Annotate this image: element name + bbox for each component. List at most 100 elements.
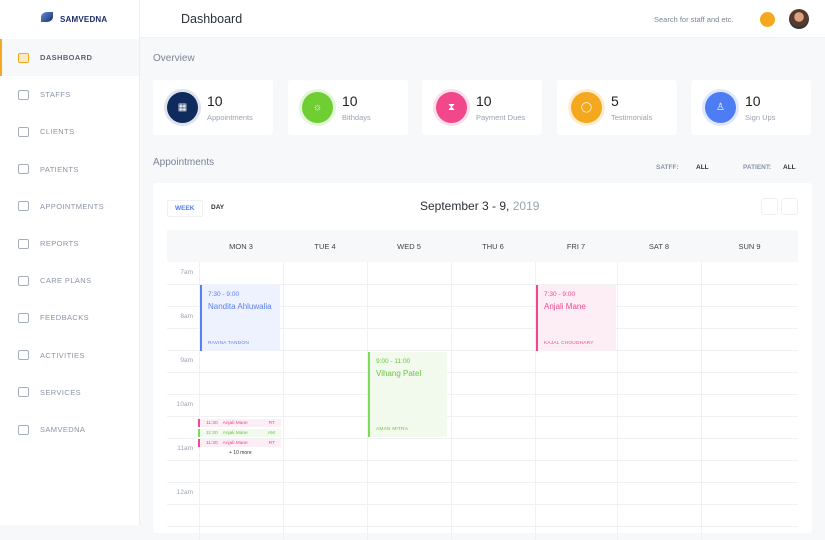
patient-filter[interactable]: ALL [783, 164, 796, 171]
event-time: 7:30 - 9:00 [208, 291, 240, 298]
user-icon: ♙ [705, 92, 736, 123]
stat-card-payment-dues[interactable]: ⧗ 10 Payment Dues [422, 80, 542, 135]
appointment-event[interactable]: 7:30 - 9:00 Nandita Ahluwalia RAVINA TANDO… [200, 285, 280, 351]
mini-event[interactable]: 11:30 Anjali Mane RT [198, 419, 281, 427]
sidebar-item-clients[interactable]: CLIENTS [0, 113, 139, 150]
sidebar-item-samvedna[interactable]: SAMVEDNA [0, 411, 139, 448]
map-icon [18, 275, 29, 286]
calendar-icon: ▦ [167, 92, 198, 123]
document-icon [18, 238, 29, 249]
sidebar-item-feedbacks[interactable]: FEEDBACKS [0, 299, 139, 336]
stat-card-sign-ups[interactable]: ♙ 10 Sign Ups [691, 80, 811, 135]
sun-icon: ☼ [302, 92, 333, 123]
staff-filter[interactable]: ALL [696, 164, 709, 171]
event-patient: Vihang Patel [376, 369, 422, 378]
time-label: 10am [176, 401, 193, 408]
stat-label: Testimonials [611, 113, 653, 122]
appointments-title: Appointments [153, 157, 215, 168]
time-label: 9am [180, 357, 193, 364]
range-year: 2019 [512, 199, 540, 213]
staff-filter-label: SATFF: [656, 164, 679, 171]
stat-card-bithdays[interactable]: ☼ 10 Bithdays [288, 80, 408, 135]
day-header: SAT 8 [648, 242, 670, 251]
mini-event-tag: RT [268, 420, 275, 426]
sidebar-item-activities[interactable]: ACTIVITIES [0, 337, 139, 374]
tab-week[interactable]: WEEK [167, 200, 203, 217]
grid-row-line [167, 306, 798, 307]
mini-event-name: Anjali Mane [222, 420, 248, 426]
stat-card-testimonials[interactable]: ◯ 5 Testimonials [557, 80, 677, 135]
chat-bubble-icon: ◯ [571, 92, 602, 123]
chat-bubble-icon [18, 312, 29, 323]
mini-event-time: 11:30 [206, 430, 218, 436]
mini-event[interactable]: 11:30 Anjali Mane AM [198, 429, 281, 437]
mini-event-tag: RT [268, 440, 275, 446]
store-icon [18, 387, 29, 398]
time-label: 12am [176, 489, 193, 496]
sidebar-item-label: CARE PLANS [40, 276, 92, 286]
more-events-link[interactable]: + 10 more [229, 450, 252, 456]
notification-dot-icon[interactable] [760, 12, 775, 27]
grid-row-line [167, 460, 798, 461]
sidebar-item-label: SERVICES [40, 387, 81, 397]
sidebar-item-label: SAMVEDNA [40, 425, 86, 434]
event-staff: AMAN MITRA [376, 427, 409, 432]
mini-event[interactable]: 11:30 Anjali Mane RT [198, 439, 281, 447]
grid-column-line [617, 262, 618, 540]
grid-column-line [701, 262, 702, 540]
stat-value: 10 [476, 93, 492, 109]
grid-row-line [167, 372, 798, 373]
top-header: Dashboard Search for staff and etc. [140, 0, 825, 38]
day-header: TUE 4 [314, 242, 336, 251]
time-label: 7am [180, 269, 193, 276]
stat-label: Sign Ups [745, 113, 776, 122]
next-week-button[interactable] [781, 198, 798, 215]
stat-value: 10 [207, 93, 223, 109]
search-input[interactable]: Search for staff and etc. [654, 15, 734, 24]
calendar: WEEK DAY September 3 - 9, 2019 MON 3 TUE … [153, 183, 812, 540]
mini-event-name: Anjali Mane [222, 430, 248, 436]
tab-day[interactable]: DAY [211, 204, 225, 211]
sidebar-item-reports[interactable]: REPORTS [0, 225, 139, 262]
sidebar-item-patients[interactable]: PATIENTS [0, 151, 139, 188]
sidebar-item-label: STAFFS [40, 90, 71, 100]
grid-row-line [167, 438, 798, 439]
sidebar-item-services[interactable]: SERVICES [0, 374, 139, 411]
avatar[interactable] [789, 9, 809, 29]
appointment-event[interactable]: 9:00 - 11:00 Vihang Patel AMAN MITRA [368, 352, 447, 437]
time-label: 8am [180, 313, 193, 320]
range-text: September 3 - 9, [420, 199, 510, 213]
prev-week-button[interactable] [761, 198, 778, 215]
briefcase-icon [18, 424, 29, 435]
grid-column-line [451, 262, 452, 540]
overview-title: Overview [153, 53, 195, 64]
grid-column-line [535, 262, 536, 540]
day-header: FRI 7 [566, 242, 586, 251]
calendar-icon [18, 201, 29, 212]
sidebar-item-staffs[interactable]: STAFFS [0, 76, 139, 113]
hourglass-icon: ⧗ [436, 92, 467, 123]
stat-card-appointments[interactable]: ▦ 10 Appointments [153, 80, 273, 135]
book-icon [18, 126, 29, 137]
sidebar-item-appointments[interactable]: APPOINTMENTS [0, 188, 139, 225]
heart-pulse-icon [18, 350, 29, 361]
sidebar-item-dashboard[interactable]: DASHBOARD [0, 39, 139, 76]
week-grid: MON 3 TUE 4 WED 5 THU 6 FRI 7 SAT 8 SUN 9 7am 8a… [167, 230, 798, 540]
mini-event-tag: AM [267, 430, 275, 436]
bar-chart-icon [18, 52, 29, 63]
grid-row-line [167, 394, 798, 395]
stat-value: 5 [611, 93, 619, 109]
brand-name: SAMVEDNA [60, 14, 108, 24]
sidebar-item-label: DASHBOARD [40, 53, 93, 62]
sidebar-item-label: ACTIVITIES [40, 350, 85, 360]
grid-row-line [167, 526, 798, 527]
logo[interactable]: SAMVEDNA [40, 12, 107, 26]
mini-event-time: 11:30 [206, 440, 218, 446]
calendar-range: September 3 - 9, 2019 [420, 199, 539, 213]
grid-row-line [167, 504, 798, 505]
day-header: MON 3 [229, 242, 253, 251]
grid-row-line [167, 328, 798, 329]
id-card-icon [18, 89, 29, 100]
sidebar-item-care-plans[interactable]: CARE PLANS [0, 262, 139, 299]
appointment-event[interactable]: 7:30 - 9:00 Anjali Mane KAJAL CHOUDHARY [536, 285, 616, 351]
